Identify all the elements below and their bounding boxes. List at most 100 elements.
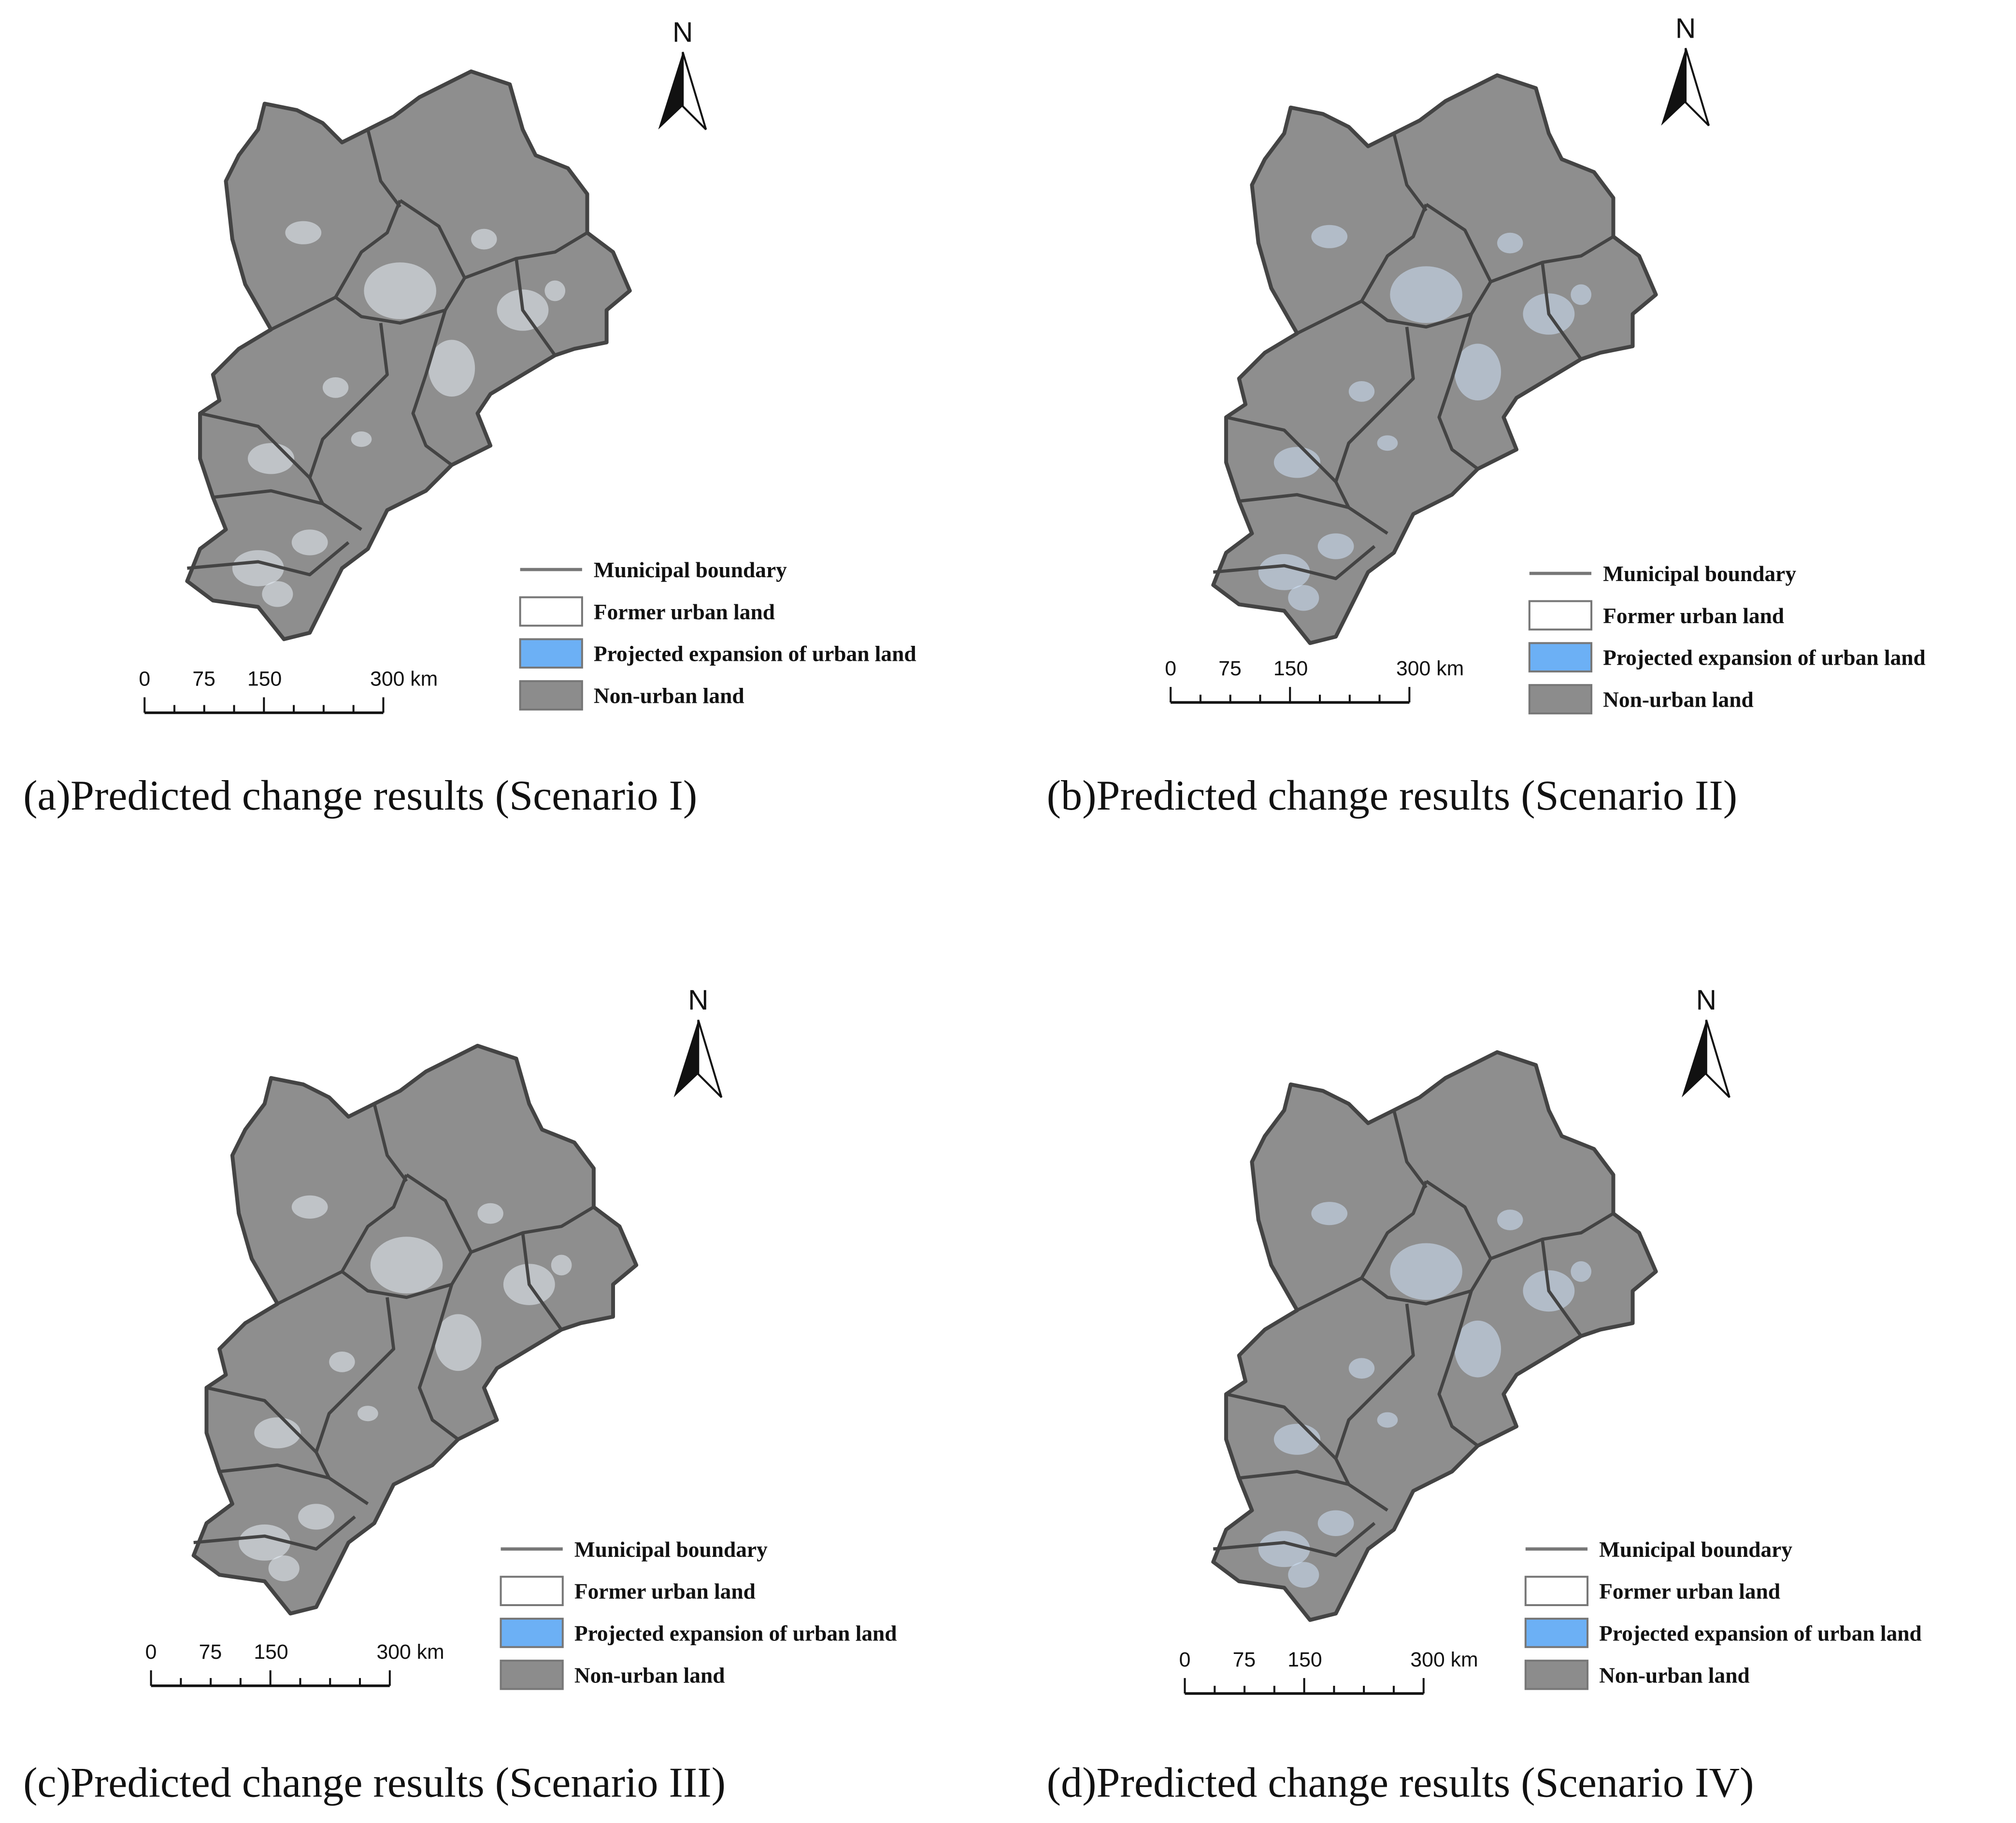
north-label: N	[1696, 984, 1716, 1016]
north-arrow: N	[673, 984, 723, 1098]
municipal-boundary	[1296, 299, 1363, 335]
arrow-right	[1705, 1019, 1730, 1098]
municipal-boundary	[334, 199, 467, 325]
map-panel: N Municipal boundary Former urban land Proj…	[1047, 984, 1922, 1807]
urban-area	[232, 550, 284, 586]
municipal-boundary	[1239, 1470, 1349, 1486]
legend-label: Former urban land	[1599, 1580, 1780, 1604]
legend-swatch	[500, 1659, 564, 1690]
municipal-boundary	[1490, 1212, 1615, 1260]
urban-area	[357, 1406, 378, 1422]
urban-area	[268, 1555, 300, 1581]
municipal-boundary	[411, 310, 453, 467]
arrow-right	[697, 1019, 723, 1098]
municipal-boundary	[1334, 327, 1415, 483]
urban-area	[435, 1314, 482, 1371]
legend-label: Non-urban land	[594, 684, 744, 708]
legend-label: Non-urban land	[574, 1663, 725, 1687]
urban-area	[1377, 1412, 1398, 1428]
legend-swatch	[1528, 642, 1593, 673]
urban-area	[370, 1237, 443, 1294]
caption: (b)Predicted change results (Scenario II…	[1047, 772, 1737, 819]
legend-label: Projected expansion of urban land	[1599, 1621, 1922, 1645]
legend-label: Municipal boundary	[1599, 1538, 1792, 1562]
municipal-boundary	[1392, 1110, 1428, 1189]
scale-label: 150	[1273, 657, 1308, 680]
caption: (a)Predicted change results (Scenario I)	[23, 772, 697, 819]
north-arrow: N	[1661, 13, 1710, 127]
north-arrow: N	[658, 16, 707, 130]
scale-bar: 0 75 150 300 km	[1179, 1648, 1478, 1695]
urban-area	[329, 1352, 355, 1372]
urban-area	[1273, 1424, 1321, 1455]
municipal-boundary	[213, 489, 323, 506]
map	[191, 1043, 639, 1616]
municipal-boundary	[193, 1515, 356, 1551]
urban-area	[1348, 381, 1375, 402]
scale-label: 75	[1233, 1648, 1256, 1671]
municipal-boundary	[276, 1270, 343, 1306]
urban-area	[291, 529, 328, 555]
urban-area	[1571, 1261, 1592, 1282]
scale-label: 150	[1287, 1648, 1322, 1671]
arrow-right	[682, 52, 707, 130]
urban-area	[471, 228, 497, 250]
urban-area	[1497, 232, 1523, 254]
municipal-boundary	[1213, 545, 1376, 581]
municipal-boundary	[315, 1297, 396, 1453]
urban-area	[247, 443, 295, 474]
urban-area	[1311, 225, 1348, 248]
arrow-left	[673, 1020, 699, 1097]
urban-area	[1348, 1358, 1375, 1379]
urban-area	[298, 1504, 334, 1530]
scale-label: 300 km	[370, 667, 438, 690]
legend-label: Former urban land	[574, 1580, 756, 1604]
legend-swatch	[500, 1618, 564, 1648]
municipal-boundary	[200, 412, 362, 531]
legend-swatch	[519, 638, 583, 669]
scale-label: 0	[139, 667, 150, 690]
north-label: N	[672, 16, 693, 48]
legend-swatch	[1524, 1576, 1589, 1606]
map-panel: N Municipal boundary Former urban land Proj…	[23, 16, 916, 819]
legend-label: Municipal boundary	[574, 1538, 768, 1562]
urban-area	[254, 1417, 301, 1449]
municipal-boundary	[340, 1173, 473, 1299]
municipal-boundary	[515, 258, 557, 356]
urban-area	[1258, 1531, 1310, 1567]
urban-area	[1258, 554, 1310, 590]
urban-area	[1454, 1320, 1501, 1378]
legend-label: Projected expansion of urban land	[1603, 646, 1926, 670]
municipal-boundary	[417, 1284, 459, 1441]
municipal-boundary	[464, 231, 588, 280]
urban-area	[291, 1195, 328, 1219]
scale-label: 150	[247, 667, 282, 690]
urban-area	[1571, 284, 1592, 305]
urban-area	[262, 581, 293, 607]
municipal-boundary	[1226, 1392, 1388, 1512]
urban-area	[351, 431, 372, 447]
municipal-boundary	[1360, 1180, 1493, 1306]
legend-label: Municipal boundary	[1603, 562, 1796, 586]
arrow-left	[1661, 48, 1686, 126]
municipal-boundary	[1437, 1290, 1479, 1447]
scale-label: 75	[1218, 657, 1242, 680]
municipal-boundary	[270, 296, 337, 331]
scale-bar: 0 75 150 300 km	[139, 667, 438, 714]
municipal-boundary	[1437, 313, 1479, 470]
municipal-boundary	[308, 323, 389, 479]
north-label: N	[1675, 13, 1696, 44]
municipal-boundary	[187, 541, 350, 577]
urban-area	[1377, 435, 1398, 451]
legend-swatch	[1528, 684, 1593, 714]
scale-bar: 0 75 150 300 km	[1165, 657, 1464, 704]
caption: (c)Predicted change results (Scenario II…	[23, 1759, 726, 1807]
map-panel: N Municipal boundary Former urban land Proj…	[23, 984, 897, 1807]
legend-label: Projected expansion of urban land	[594, 642, 916, 666]
legend: Municipal boundary Former urban land Proje…	[1528, 562, 1926, 714]
urban-area	[285, 221, 322, 244]
arrow-left	[658, 52, 683, 130]
urban-area	[239, 1524, 291, 1561]
map-panel: N Municipal boundary Former urban land Proj…	[1047, 13, 1926, 819]
municipal-boundary	[1226, 415, 1388, 535]
